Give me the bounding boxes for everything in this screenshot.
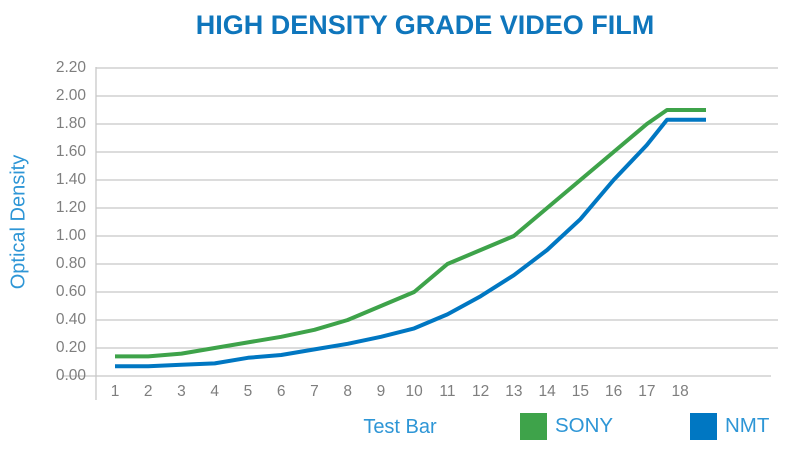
y-tick-label: 0.80 — [55, 255, 86, 272]
legend-item-nmt: NMT — [690, 412, 769, 440]
y-tick-label: 1.60 — [55, 143, 86, 160]
x-tick-label: 5 — [243, 383, 253, 400]
y-tick-label: 1.80 — [55, 115, 86, 132]
chart-title: HIGH DENSITY GRADE VIDEO FILM — [195, 10, 655, 40]
x-tick-label: 4 — [210, 383, 220, 400]
x-tick-label: 15 — [571, 383, 589, 400]
x-tick-label: 3 — [177, 383, 186, 400]
x-tick-label: 13 — [505, 383, 523, 400]
y-tick-label: 0.60 — [55, 283, 86, 300]
y-axis-label: Optical Density — [7, 154, 30, 290]
y-tick-label: 1.40 — [55, 171, 86, 188]
x-tick-label: 9 — [376, 383, 386, 400]
x-tick-label: 7 — [310, 383, 319, 400]
x-tick-label: 6 — [276, 383, 286, 400]
x-tick-label: 10 — [405, 383, 423, 400]
x-tick-label: 2 — [143, 383, 153, 400]
x-tick-label: 18 — [671, 383, 689, 400]
nmt-line — [115, 117, 706, 369]
y-tick-label: 0.00 — [55, 367, 86, 384]
nmt-legend-label: NMT — [725, 414, 770, 437]
sony-legend-swatch — [520, 412, 547, 440]
legend-item-sony: SONY — [520, 412, 613, 440]
y-tick-label: 1.20 — [55, 199, 86, 216]
y-tick-label: 1.00 — [55, 227, 86, 244]
x-tick-label: 14 — [538, 383, 556, 400]
nmt-legend-swatch — [690, 412, 717, 440]
x-axis-label: Test Bar — [363, 416, 437, 438]
x-tick-label: 8 — [343, 383, 352, 400]
y-tick-label: 2.20 — [55, 59, 86, 76]
y-tick-label: 0.20 — [55, 339, 86, 356]
sony-line — [115, 108, 706, 359]
x-tick-label: 1 — [110, 383, 120, 400]
x-tick-label: 12 — [472, 383, 490, 400]
y-tick-label: 0.40 — [55, 311, 86, 328]
x-tick-label: 16 — [604, 383, 623, 400]
x-tick-label: 11 — [439, 383, 456, 400]
y-tick-label: 2.00 — [55, 87, 86, 104]
sony-legend-label: SONY — [555, 414, 614, 437]
x-tick-label: 17 — [638, 383, 656, 400]
